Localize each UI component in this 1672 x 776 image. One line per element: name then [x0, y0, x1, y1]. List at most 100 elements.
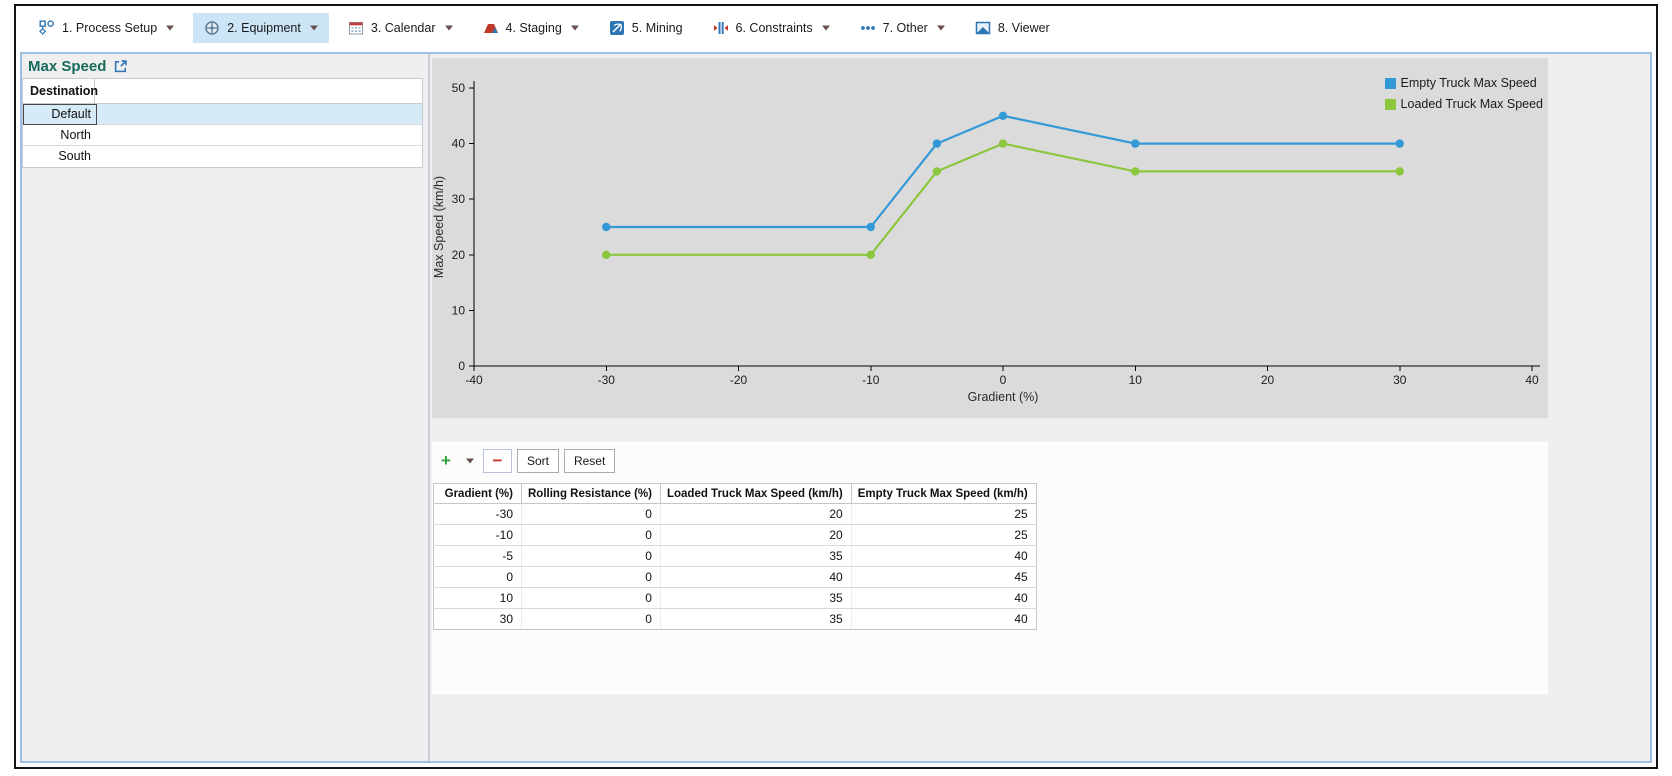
table-cell[interactable]: -5	[433, 545, 522, 567]
grid-panel: + − Sort Reset Gradient (%) Rolling Resis…	[432, 442, 1548, 694]
left-panel: Max Speed Destination Default North South	[22, 54, 427, 761]
table-row: -5 0 35 40	[433, 545, 1037, 567]
table-cell[interactable]: 20	[659, 503, 852, 525]
tab-calendar[interactable]: 3. Calendar	[337, 13, 464, 43]
remove-row-button[interactable]: −	[482, 449, 512, 473]
dropdown-caret-icon[interactable]	[936, 25, 945, 31]
table-cell[interactable]: 0	[521, 587, 661, 609]
table-cell[interactable]: 35	[659, 587, 852, 609]
table-cell[interactable]: -30	[433, 503, 522, 525]
external-link-icon[interactable]	[113, 59, 128, 74]
table-cell[interactable]: 20	[659, 524, 852, 546]
table-cell[interactable]: 30	[433, 608, 522, 630]
svg-text:0: 0	[458, 359, 465, 373]
column-header: Loaded Truck Max Speed (km/h)	[659, 483, 852, 504]
sort-button[interactable]: Sort	[516, 449, 559, 473]
table-row: 0 0 40 45	[433, 566, 1037, 588]
table-row: -30 0 20 25	[433, 503, 1037, 525]
svg-text:-30: -30	[598, 373, 616, 387]
table-cell[interactable]: -10	[433, 524, 522, 546]
table-cell[interactable]: 25	[850, 524, 1037, 546]
dropdown-caret-icon[interactable]	[166, 25, 175, 31]
svg-text:-10: -10	[862, 373, 880, 387]
equipment-icon	[204, 20, 220, 36]
svg-text:10: 10	[452, 303, 466, 317]
table-cell[interactable]: 0	[521, 608, 661, 630]
table-cell[interactable]: 45	[850, 566, 1037, 588]
destination-cell[interactable]: Default	[23, 103, 97, 125]
destination-row-north[interactable]: North	[23, 125, 422, 146]
tab-viewer[interactable]: 8. Viewer	[964, 13, 1061, 43]
tab-staging[interactable]: 4. Staging	[472, 13, 590, 43]
column-header: Gradient (%)	[433, 483, 522, 504]
destination-row-south[interactable]: South	[23, 146, 422, 167]
svg-text:40: 40	[1525, 373, 1539, 387]
tab-label: 5. Mining	[631, 21, 683, 35]
svg-text:-40: -40	[465, 373, 483, 387]
add-row-button[interactable]: +	[441, 451, 451, 470]
other-icon	[860, 20, 876, 36]
tab-label: 3. Calendar	[370, 21, 436, 35]
table-cell[interactable]: 40	[850, 608, 1037, 630]
dropdown-caret-icon[interactable]	[309, 25, 318, 31]
tab-label: 4. Staging	[505, 21, 562, 35]
tab-label: 1. Process Setup	[62, 21, 158, 35]
dropdown-caret-icon[interactable]	[821, 25, 830, 31]
tab-constraints[interactable]: 6. Constraints	[702, 13, 841, 43]
destination-column-header: Destination	[23, 79, 98, 103]
chart-plot: 0 10 20 30 40 50 -40 -30 -20 -10 0 10 20 30 40 Gradient…	[432, 81, 1540, 404]
page-title: Max Speed	[28, 58, 107, 75]
svg-text:50: 50	[452, 81, 466, 95]
table-cell[interactable]: 25	[850, 503, 1037, 525]
column-header: Rolling Resistance (%)	[521, 483, 661, 504]
svg-text:-20: -20	[730, 373, 748, 387]
dropdown-caret-icon[interactable]	[570, 25, 579, 31]
table-cell[interactable]: 40	[659, 566, 852, 588]
staging-icon	[483, 20, 499, 36]
destination-table-header: Destination	[23, 79, 422, 104]
tab-equipment[interactable]: 2. Equipment	[193, 13, 329, 43]
table-cell[interactable]: 0	[521, 503, 661, 525]
panel-divider	[428, 54, 430, 761]
max-speed-chart: 0 10 20 30 40 50 -40 -30 -20 -10 0 10 20 30 40 Gradient…	[432, 58, 1548, 418]
destination-cell[interactable]: South	[58, 149, 91, 163]
table-cell[interactable]: 35	[659, 545, 852, 567]
app-window: 1. Process Setup 2. Equipment 3. Calendar 4…	[14, 4, 1658, 769]
svg-text:40: 40	[452, 137, 466, 151]
legend-swatch	[1384, 98, 1396, 110]
calendar-icon	[348, 20, 364, 36]
svg-text:30: 30	[1393, 373, 1407, 387]
table-cell[interactable]: 0	[521, 524, 661, 546]
table-cell[interactable]: 0	[521, 545, 661, 567]
mining-icon	[609, 20, 625, 36]
svg-text:30: 30	[452, 192, 466, 206]
tab-other[interactable]: 7. Other	[849, 13, 956, 43]
column-header: Empty Truck Max Speed (km/h)	[850, 483, 1037, 504]
table-cell[interactable]: 0	[521, 566, 661, 588]
svg-text:20: 20	[452, 248, 466, 262]
table-cell[interactable]: 40	[850, 587, 1037, 609]
legend-swatch	[1384, 77, 1396, 89]
page-title-row: Max Speed	[22, 54, 427, 78]
tab-process-setup[interactable]: 1. Process Setup	[28, 13, 185, 43]
svg-text:10: 10	[1129, 373, 1143, 387]
table-cell[interactable]: 40	[850, 545, 1037, 567]
table-cell[interactable]: 10	[433, 587, 522, 609]
tab-label: 6. Constraints	[735, 21, 813, 35]
svg-text:0: 0	[1000, 373, 1007, 387]
reset-button[interactable]: Reset	[563, 449, 616, 473]
table-cell[interactable]: 0	[433, 566, 522, 588]
tab-label: 8. Viewer	[997, 21, 1050, 35]
destination-cell[interactable]: North	[60, 127, 91, 142]
svg-text:Max Speed (km/h): Max Speed (km/h)	[432, 176, 446, 278]
tab-mining[interactable]: 5. Mining	[598, 13, 694, 43]
destination-row-default[interactable]: Default	[23, 103, 422, 125]
dropdown-caret-icon[interactable]	[444, 25, 453, 31]
speed-table: Gradient (%) Rolling Resistance (%) Loaded…	[433, 483, 1037, 630]
table-row: -10 0 20 25	[433, 524, 1037, 546]
constraints-icon	[713, 20, 729, 36]
table-cell[interactable]: 35	[659, 608, 852, 630]
legend-label: Loaded Truck Max Speed	[1400, 97, 1543, 111]
add-row-dropdown-caret-icon[interactable]	[462, 449, 478, 473]
legend-label: Empty Truck Max Speed	[1400, 76, 1537, 90]
